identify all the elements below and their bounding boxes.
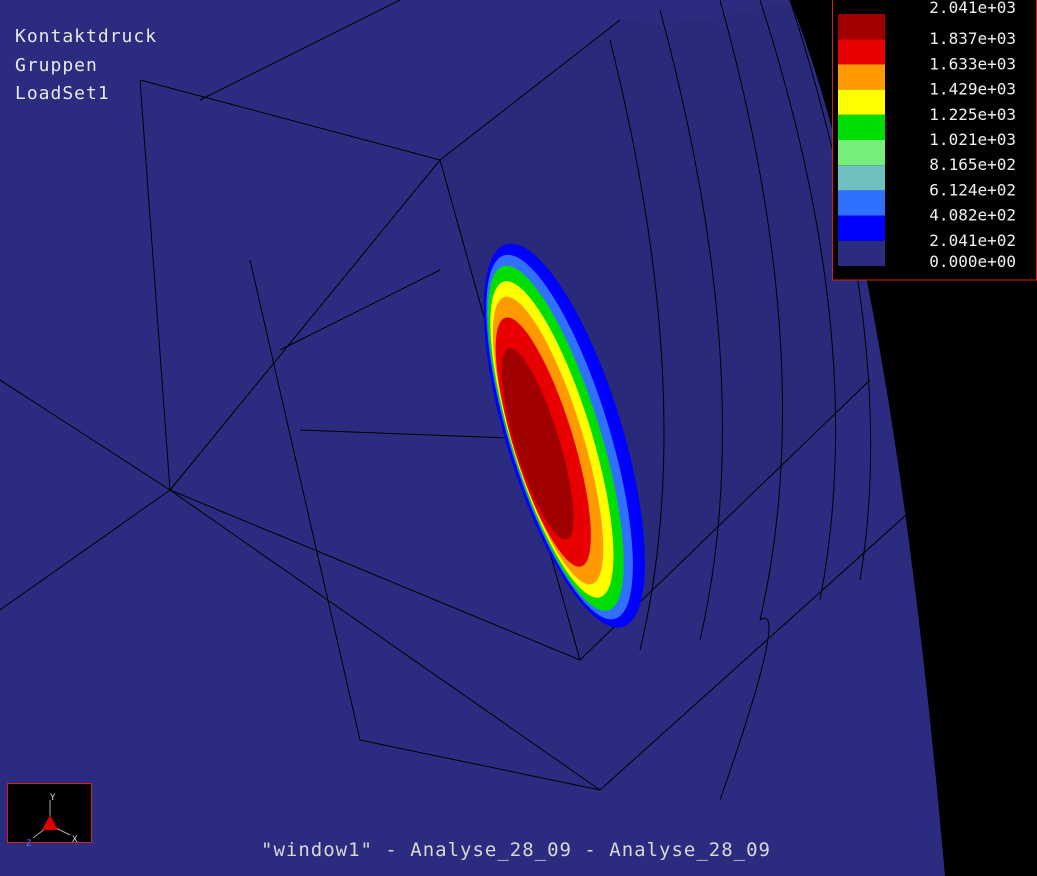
mesh [0,0,945,800]
legend-swatch [838,140,885,166]
legend-swatch [838,240,885,266]
legend-label: 1.429e+03 [929,80,1016,99]
legend-label: 1.225e+03 [929,105,1016,124]
legend-swatch [838,39,885,65]
legend-swatch [838,14,885,40]
axis-label: Z [26,839,32,849]
axis-label: Y [50,793,56,803]
legend-label: 6.124e+02 [929,180,1016,199]
legend-label: 1.633e+03 [929,54,1016,73]
legend-swatch [838,64,885,90]
legend-swatch [838,215,885,241]
legend-swatch [838,190,885,216]
window-title: "window1" - Analyse_28_09 - Analyse_28_0… [261,839,771,861]
legend-label: 2.041e+03 [929,0,1016,17]
legend-label: 1.021e+03 [929,130,1016,149]
legend-swatch [838,114,885,140]
legend-label: 8.165e+02 [929,155,1016,174]
legend-swatch [838,165,885,191]
legend-swatch [838,89,885,115]
legend: 2.041e+03 1.837e+03 1.633e+03 1.429e+03 1.22… [838,0,1016,271]
contact-patch [483,243,645,628]
legend-label: 0.000e+00 [929,252,1016,271]
legend-label: 4.082e+02 [929,206,1016,225]
legend-label: 2.041e+02 [929,231,1016,250]
info-line: Gruppen [15,55,98,76]
info-line: Kontaktdruck [15,26,157,47]
axis-label: X [72,835,78,845]
triad: Y X Z [26,793,78,849]
legend-label: 1.837e+03 [929,29,1016,48]
info-line: LoadSet1 [15,83,110,104]
